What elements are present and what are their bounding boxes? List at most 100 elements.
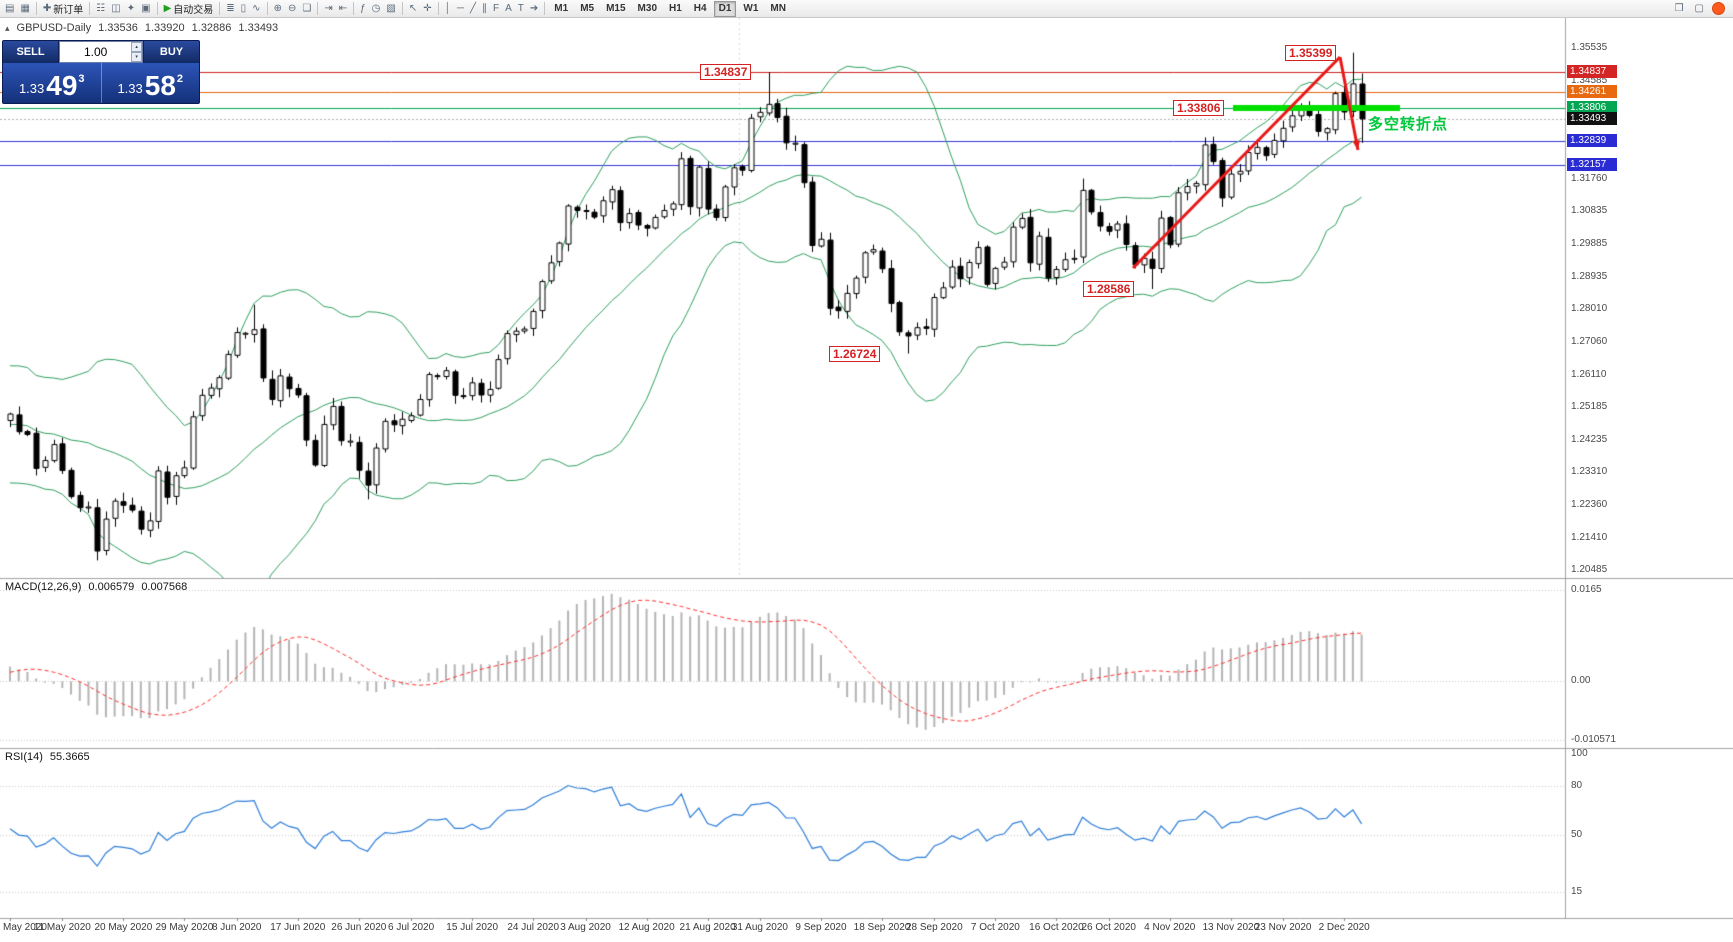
macd-value-signal: 0.007568 bbox=[141, 581, 188, 593]
buy-button[interactable]: BUY bbox=[144, 41, 199, 63]
help-icon[interactable]: ▢ bbox=[1692, 0, 1707, 17]
toolbar-separator bbox=[437, 2, 439, 15]
date-axis-label: 15 Jul 2020 bbox=[446, 922, 499, 933]
zoom-in-icon: ⊕ bbox=[273, 2, 282, 14]
turning-point-label[interactable]: 多空转折点 bbox=[1368, 116, 1449, 133]
auto-trading-button-label: 自动交易 bbox=[173, 5, 214, 16]
market-watch-icon: ☷ bbox=[96, 2, 106, 14]
fibonacci-icon[interactable]: F bbox=[490, 0, 502, 17]
profiles-icon[interactable]: ▦ bbox=[17, 0, 32, 17]
toolbar-separator bbox=[156, 2, 158, 15]
price-axis-label: 1.28935 bbox=[1571, 270, 1608, 282]
date-axis-label: 26 Oct 2020 bbox=[1081, 922, 1136, 933]
symbol-title: GBPUSD-Daily bbox=[16, 22, 92, 34]
terminal-icon[interactable]: ▣ bbox=[138, 0, 153, 17]
macd-axis-label: 0.0165 bbox=[1571, 584, 1602, 595]
vertical-line-icon[interactable]: │ bbox=[442, 0, 454, 17]
navigator-icon: ✦ bbox=[126, 2, 136, 14]
date-axis-label: 4 Nov 2020 bbox=[1144, 922, 1196, 933]
timeframe-m30-button[interactable]: M30 bbox=[637, 2, 657, 14]
data-window-icon[interactable]: ◫ bbox=[108, 0, 123, 17]
chart-shift-icon[interactable]: ⇤ bbox=[336, 0, 350, 17]
ohlc-close: 1.33493 bbox=[238, 22, 279, 34]
navigator-icon[interactable]: ✦ bbox=[124, 0, 138, 17]
price-callout[interactable]: 1.35399 bbox=[1285, 44, 1337, 61]
auto-scroll-icon[interactable]: ⇥ bbox=[321, 0, 335, 17]
trendline-icon[interactable]: ╱ bbox=[467, 0, 479, 17]
price-axis-tag: 1.32157 bbox=[1567, 158, 1617, 172]
indicators-icon[interactable]: ƒ bbox=[357, 0, 369, 17]
date-axis-label: 31 Aug 2020 bbox=[731, 922, 788, 933]
date-axis-label: 26 Jun 2020 bbox=[331, 922, 387, 933]
macd-label: MACD(12,26,9) 0.006579 0.007568 bbox=[5, 581, 187, 593]
price-axis-tag: 1.34261 bbox=[1567, 85, 1617, 99]
price-callout[interactable]: 1.28586 bbox=[1083, 280, 1135, 297]
chart-windows-icon: ❒ bbox=[1674, 2, 1684, 14]
auto-trading-icon: ▶ bbox=[163, 2, 172, 14]
auto-trading-button[interactable]: ▶ 自动交易 bbox=[161, 0, 217, 17]
market-watch-icon[interactable]: ☷ bbox=[93, 0, 108, 17]
text-icon: A bbox=[505, 2, 512, 14]
price-axis-tag: 1.33806 bbox=[1567, 100, 1617, 114]
price-axis-label: 1.20485 bbox=[1571, 563, 1608, 575]
timeframe-h1-button[interactable]: H1 bbox=[669, 2, 682, 14]
sell-price[interactable]: 1.33 49 3 bbox=[3, 63, 101, 103]
notification-dot[interactable] bbox=[1712, 2, 1725, 15]
price-axis-label: 1.28010 bbox=[1571, 302, 1608, 314]
zoom-out-icon[interactable]: ⊖ bbox=[285, 0, 299, 17]
price-callout[interactable]: 1.26724 bbox=[829, 345, 881, 362]
text-icon[interactable]: A bbox=[502, 0, 515, 17]
date-axis-label: 9 Sep 2020 bbox=[795, 922, 847, 933]
candlestick-chart-icon[interactable]: ▯ bbox=[238, 0, 250, 17]
timeframe-m1-button[interactable]: M1 bbox=[554, 2, 569, 14]
templates-icon[interactable]: ▧ bbox=[383, 0, 398, 17]
macd-name: MACD(12,26,9) bbox=[5, 581, 82, 593]
volume-input[interactable] bbox=[60, 42, 132, 62]
timeframe-m5-button[interactable]: M5 bbox=[580, 2, 595, 14]
bar-chart-icon[interactable]: ≣ bbox=[223, 0, 237, 17]
periods-icon[interactable]: ◷ bbox=[369, 0, 384, 17]
timeframe-mn-button[interactable]: MN bbox=[770, 2, 786, 14]
vertical-line-icon: │ bbox=[444, 2, 451, 14]
timeframe-h4-button[interactable]: H4 bbox=[693, 2, 707, 14]
date-axis-label: 24 Jul 2020 bbox=[507, 922, 560, 933]
sell-button[interactable]: SELL bbox=[3, 41, 58, 63]
price-axis-tag: 1.32839 bbox=[1567, 134, 1617, 148]
rsi-label: RSI(14) 55.3665 bbox=[5, 751, 90, 763]
ohlc-open: 1.33536 bbox=[98, 22, 138, 34]
zoom-in-icon[interactable]: ⊕ bbox=[271, 0, 285, 17]
buy-price-head: 1.33 bbox=[117, 81, 143, 96]
new-order-icon: ✚ bbox=[42, 2, 52, 14]
crosshair-icon[interactable]: ✛ bbox=[420, 0, 434, 17]
price-callout[interactable]: 1.34837 bbox=[700, 64, 752, 81]
arrows-icon[interactable]: ➔ bbox=[527, 0, 541, 17]
price-axis-label: 1.23310 bbox=[1571, 465, 1608, 477]
chart-shift-icon: ⇤ bbox=[338, 2, 348, 14]
volume-up-button[interactable]: ▴ bbox=[131, 42, 142, 52]
indicators-icon: ƒ bbox=[360, 2, 366, 14]
label-icon[interactable]: T bbox=[515, 0, 527, 17]
timeframe-m15-button[interactable]: M15 bbox=[606, 2, 626, 14]
cursor-icon[interactable]: ↖ bbox=[406, 0, 420, 17]
price-axis-label: 1.29885 bbox=[1571, 237, 1608, 249]
buy-price[interactable]: 1.33 58 2 bbox=[100, 63, 200, 103]
channel-icon: ∥ bbox=[482, 2, 487, 14]
timeframe-d1-button[interactable]: D1 bbox=[713, 0, 737, 17]
price-axis-tag: 1.33493 bbox=[1567, 111, 1617, 125]
horizontal-line-icon[interactable]: ─ bbox=[454, 0, 467, 17]
tile-windows-icon[interactable]: ❏ bbox=[299, 0, 314, 17]
new-order-button[interactable]: ✚ 新订单 bbox=[40, 0, 86, 17]
profiles-icon: ▦ bbox=[20, 2, 30, 14]
volume-down-button[interactable]: ▾ bbox=[131, 52, 142, 62]
rsi-axis-label: 50 bbox=[1571, 829, 1583, 840]
timeframe-w1-button[interactable]: W1 bbox=[743, 2, 759, 14]
macd-axis-label: 0.00 bbox=[1571, 675, 1591, 687]
new-chart-icon[interactable]: ▤ bbox=[2, 0, 17, 17]
line-chart-icon[interactable]: ∿ bbox=[249, 0, 263, 17]
chart-windows-icon[interactable]: ❒ bbox=[1672, 0, 1687, 17]
price-callout[interactable]: 1.33806 bbox=[1173, 99, 1225, 116]
date-axis-label: 13 Nov 2020 bbox=[1202, 922, 1260, 933]
channel-icon[interactable]: ∥ bbox=[479, 0, 490, 17]
price-axis-label: 1.31760 bbox=[1571, 172, 1608, 184]
